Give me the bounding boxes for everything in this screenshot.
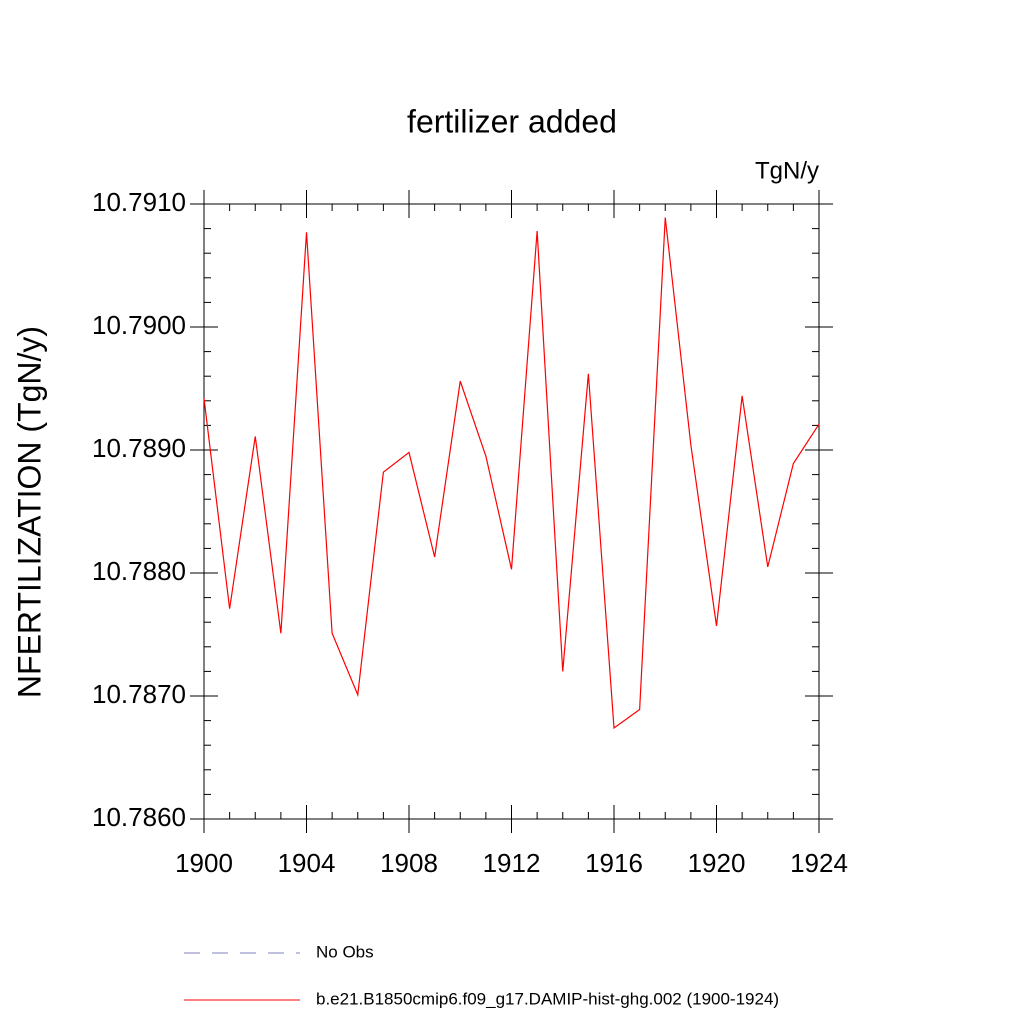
data-line — [203, 217, 820, 730]
x-tick-label: 1912 — [483, 848, 541, 878]
y-tick-label: 10.7870 — [92, 679, 186, 709]
chart-title: fertilizer added — [407, 103, 617, 139]
x-tick-label: 1900 — [175, 848, 233, 878]
plot-frame — [203, 203, 820, 820]
units-label: TgN/y — [755, 157, 819, 184]
x-tick-label: 1916 — [585, 848, 643, 878]
x-tick-label: 1924 — [790, 848, 848, 878]
y-tick-label: 10.7900 — [92, 310, 186, 340]
y-tick-label: 10.7860 — [92, 802, 186, 832]
legend-label: No Obs — [316, 942, 374, 961]
legend-label: b.e21.B1850cmip6.f09_g17.DAMIP-hist-ghg.… — [316, 989, 779, 1008]
y-axis-label: NFERTILIZATION (TgN/y) — [11, 326, 47, 698]
x-tick-label: 1904 — [278, 848, 336, 878]
y-tick-label: 10.7890 — [92, 433, 186, 463]
x-tick-label: 1920 — [688, 848, 746, 878]
y-tick-label: 10.7880 — [92, 556, 186, 586]
y-tick-label: 10.7910 — [92, 187, 186, 217]
x-tick-label: 1908 — [380, 848, 438, 878]
